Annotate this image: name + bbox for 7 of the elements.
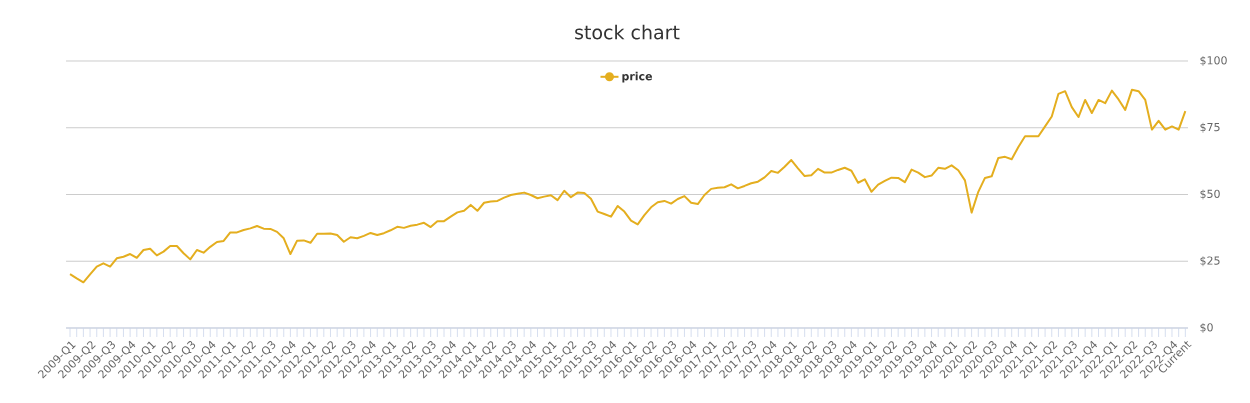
chart-title: stock chart	[575, 24, 680, 40]
y-tick-label: $100	[1200, 56, 1227, 66]
y-tick-label: $50	[1200, 189, 1220, 200]
y-tick-label: $0	[1200, 323, 1213, 333]
legend-label: price	[622, 71, 653, 83]
y-tick-label: $75	[1200, 122, 1220, 133]
y-tick-label: $25	[1200, 256, 1220, 267]
